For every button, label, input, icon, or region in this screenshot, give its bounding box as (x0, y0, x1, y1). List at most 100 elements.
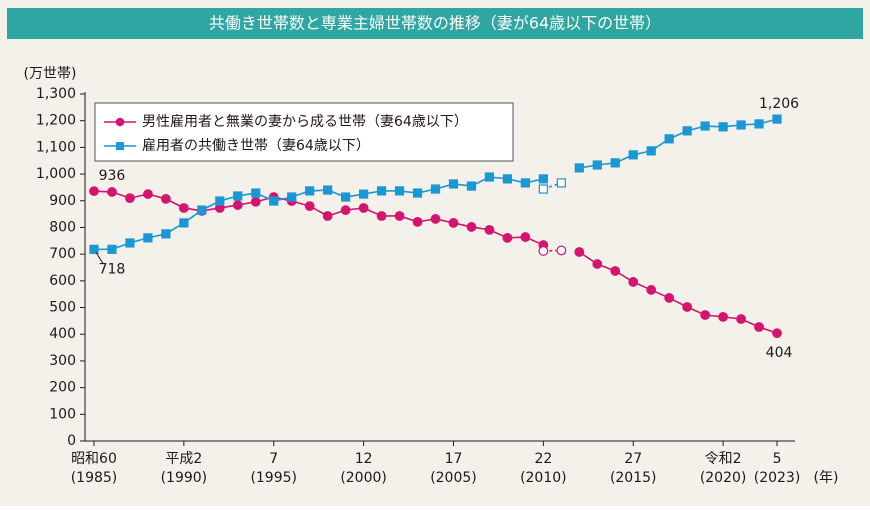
marker (304, 201, 315, 212)
x-tick-sublabel: (2015) (610, 470, 657, 486)
marker (430, 214, 441, 224)
marker (233, 191, 243, 201)
marker (646, 285, 657, 295)
x-tick-sublabel: (2010) (520, 470, 567, 486)
x-tick-label: 5 (773, 451, 782, 467)
marker (394, 186, 405, 196)
x-tick-sublabel: (2005) (430, 470, 477, 486)
marker-hollow (556, 245, 567, 256)
y-axis-label: (万世帯) (24, 66, 77, 82)
y-tick-label: 1,000 (36, 166, 76, 182)
marker (125, 238, 135, 248)
marker (628, 150, 638, 160)
marker (340, 205, 351, 216)
marker (520, 232, 531, 242)
marker (376, 211, 387, 221)
marker (466, 222, 477, 232)
x-tick-label: 平成2 (165, 451, 202, 467)
y-tick-label: 1,300 (36, 86, 76, 102)
marker-hollow (538, 184, 548, 194)
marker (502, 174, 513, 184)
marker (215, 196, 225, 206)
marker (700, 121, 710, 131)
marker (358, 203, 369, 213)
marker (178, 203, 189, 213)
marker (592, 259, 603, 269)
marker (610, 266, 621, 276)
marker (628, 277, 639, 287)
x-tick-sublabel: (2000) (340, 470, 387, 486)
marker (412, 216, 423, 227)
x-tick-label: 令和2 (705, 451, 742, 467)
x-tick-label: 昭和60 (71, 451, 117, 467)
marker-hollow (556, 178, 566, 188)
chart-title: 共働き世帯数と専業主婦世帯数の推移（妻が64歳以下の世帯） (209, 14, 661, 33)
legend-label: 雇用者の共働き世帯（妻64歳以下） (142, 137, 370, 154)
y-tick-label: 300 (49, 353, 76, 369)
marker (592, 160, 602, 170)
marker (125, 193, 135, 204)
marker (107, 244, 117, 254)
marker (664, 293, 675, 303)
legend-box (94, 102, 514, 162)
marker (736, 314, 746, 324)
marker (610, 158, 620, 168)
y-tick-label: 500 (49, 300, 76, 316)
marker (394, 211, 405, 221)
marker (574, 163, 584, 173)
x-tick-sublabel: (1995) (250, 470, 297, 486)
marker (664, 134, 674, 144)
value-label: 404 (766, 345, 793, 361)
marker (89, 244, 99, 254)
y-tick-label: 900 (49, 193, 76, 209)
marker (322, 211, 333, 221)
y-tick-label: 0 (67, 433, 76, 449)
x-tick-label: 22 (534, 451, 552, 467)
marker (430, 184, 441, 194)
marker (754, 119, 764, 129)
y-tick-label: 400 (49, 326, 76, 342)
marker (772, 114, 782, 124)
marker (89, 186, 99, 197)
marker (718, 122, 728, 132)
marker (323, 185, 333, 195)
x-tick-sublabel: (1985) (71, 470, 118, 486)
marker (754, 322, 764, 332)
marker (107, 187, 117, 197)
x-tick-sublabel: (1990) (161, 470, 208, 486)
marker (412, 188, 423, 198)
legend-label: 男性雇用者と無業の妻から成る世帯（妻64歳以下） (142, 113, 468, 130)
marker (269, 196, 279, 206)
y-tick-label: 600 (49, 273, 76, 289)
marker (143, 233, 153, 243)
marker (700, 310, 711, 320)
marker (179, 218, 189, 228)
marker (502, 232, 513, 243)
marker (197, 205, 207, 215)
marker (448, 218, 459, 228)
marker (718, 311, 729, 322)
y-tick-label: 100 (49, 406, 76, 422)
x-tick-label: 12 (355, 451, 373, 467)
marker (287, 192, 297, 202)
marker (484, 172, 495, 182)
marker (161, 229, 171, 239)
y-tick-label: 700 (49, 246, 76, 262)
marker (520, 178, 530, 188)
marker (538, 174, 548, 184)
legend-marker (115, 117, 125, 127)
marker (160, 194, 171, 204)
x-tick-label: 7 (269, 451, 278, 467)
marker (736, 120, 746, 130)
y-tick-label: 1,100 (36, 139, 76, 155)
marker (772, 328, 782, 339)
value-label: 718 (99, 261, 126, 277)
value-label: 936 (99, 168, 126, 184)
x-tick-label: 27 (624, 451, 642, 467)
marker (232, 200, 243, 210)
marker (484, 224, 495, 235)
marker (682, 302, 693, 312)
